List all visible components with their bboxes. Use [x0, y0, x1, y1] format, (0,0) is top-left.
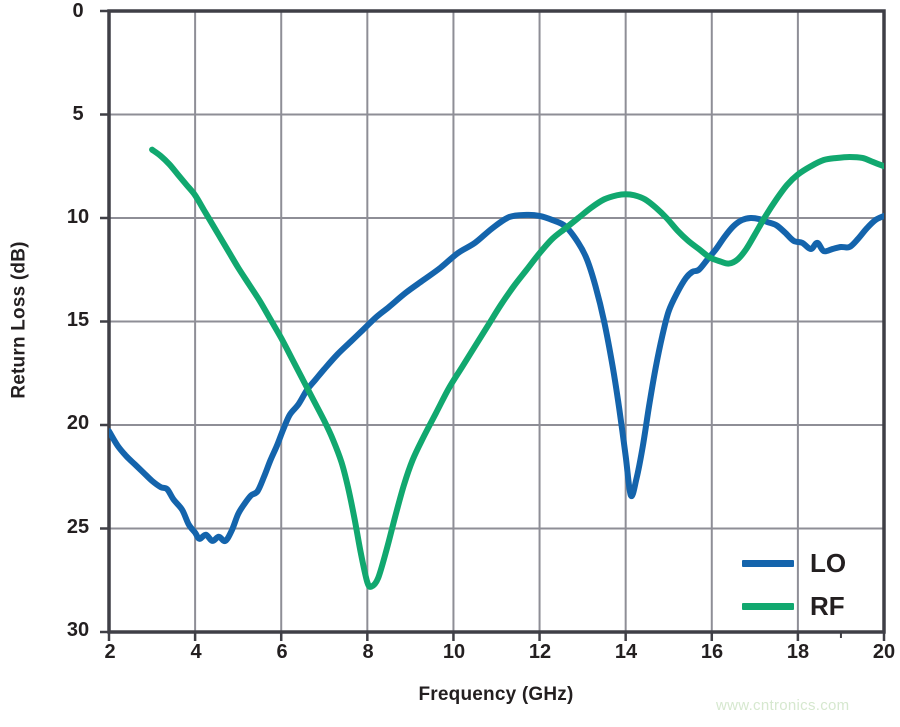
x-tick-label-6: 6	[276, 641, 288, 663]
x-tick-label-10: 10	[442, 641, 466, 663]
legend-swatch-rf	[742, 603, 794, 610]
legend: LO RF	[742, 548, 846, 622]
x-axis-title: Frequency (GHz)	[418, 684, 574, 705]
legend-item-rf[interactable]: RF	[742, 591, 846, 622]
y-tick-label-30: 30	[66, 619, 90, 641]
x-tick-label-12: 12	[528, 641, 552, 663]
watermark: www.cntronics.com	[716, 697, 850, 714]
y-tick-label-25: 25	[66, 516, 90, 538]
series-line-lo	[109, 211, 884, 545]
legend-label-rf: RF	[810, 591, 845, 621]
series-line-rf	[149, 146, 884, 590]
y-tick-label-5: 5	[72, 103, 84, 125]
y-tick-label-0: 0	[72, 0, 84, 22]
x-tick-label-2: 2	[104, 641, 116, 663]
data-series-group	[109, 146, 884, 590]
x-tick-label-20: 20	[872, 641, 896, 663]
legend-item-lo[interactable]: LO	[742, 548, 846, 579]
axis-ticks	[100, 9, 886, 641]
x-tick-label-16: 16	[700, 641, 724, 663]
x-tick-label-8: 8	[362, 641, 374, 663]
x-tick-label-14: 14	[614, 641, 638, 663]
plot-frame	[107, 9, 886, 634]
legend-label-lo: LO	[810, 548, 847, 578]
legend-swatch-lo	[742, 560, 794, 567]
x-tick-label-4: 4	[190, 641, 202, 663]
y-tick-label-15: 15	[66, 309, 90, 331]
y-tick-label-10: 10	[66, 206, 90, 228]
x-tick-label-18: 18	[786, 641, 810, 663]
y-tick-label-20: 20	[66, 412, 90, 434]
